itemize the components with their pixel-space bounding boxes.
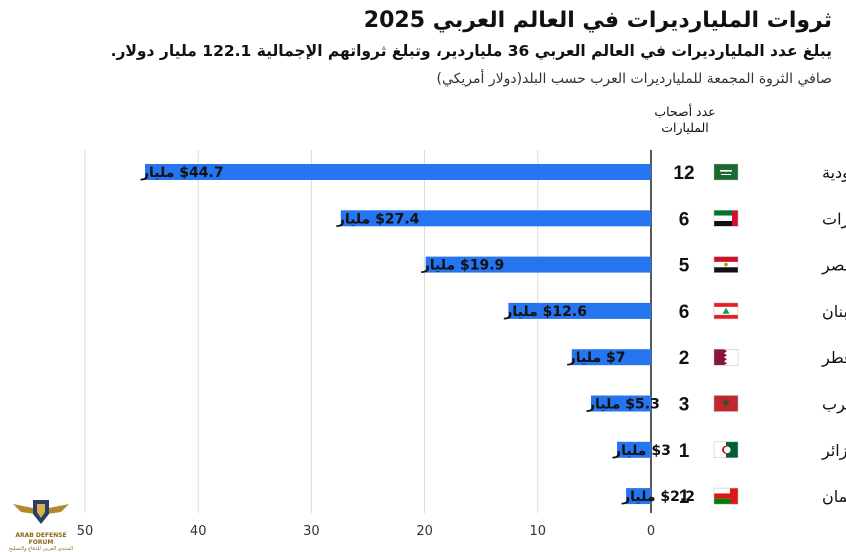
- bar: [425, 256, 651, 273]
- bar: [626, 488, 651, 505]
- logo-name: ARAB DEFENSE FORUM: [15, 532, 67, 546]
- lebanon-flag-icon: [713, 302, 739, 320]
- billionaire-count: 1: [679, 487, 690, 508]
- country-label: الإمارات: [822, 209, 846, 229]
- x-tick-label: 50: [77, 524, 94, 539]
- billionaire-count: 5: [679, 256, 690, 277]
- bar: [571, 349, 651, 366]
- billionaire-count: 2: [679, 348, 690, 369]
- billionaire-count: 3: [679, 395, 690, 416]
- x-tick-label: 10: [530, 524, 547, 539]
- oman-flag-icon: [713, 487, 739, 505]
- bar: [617, 441, 651, 458]
- chart-subtitle: يبلغ عدد المليارديرات في العالم العربي 3…: [110, 42, 832, 60]
- bar-value-label: $27.4 مليار: [336, 211, 420, 227]
- bar: [591, 395, 651, 412]
- country-label: السعودية: [822, 163, 846, 183]
- bar-value-label: $7 مليار: [567, 350, 626, 366]
- bar-value-label: $5.3 مليار: [586, 397, 660, 413]
- egypt-flag-icon: [713, 256, 739, 273]
- morocco-flag-icon: [713, 395, 739, 412]
- billionaire-count: 12: [673, 163, 694, 184]
- bar-value-label: $44.7 مليار: [140, 165, 224, 181]
- bar: [340, 210, 651, 227]
- country-label: لبنان: [822, 302, 846, 321]
- country-label: الجزائر: [821, 441, 846, 461]
- qatar-flag-icon: [713, 348, 739, 366]
- eagle-shield-icon: [13, 500, 69, 524]
- country-label: المغرب: [822, 395, 846, 415]
- count-column-header: عدد أصحاب المليارات: [654, 104, 716, 135]
- chart-header: ثروات المليارديرات في العالم العربي 2025…: [12, 6, 832, 90]
- bar-value-label: $19.9 مليار: [421, 258, 505, 274]
- country-label: سلطنة عُمان: [822, 487, 846, 506]
- bar: [508, 302, 651, 319]
- chart-title: ثروات المليارديرات في العالم العربي 2025: [363, 8, 832, 33]
- country-label: مصر: [821, 256, 846, 276]
- uae-flag-icon: [713, 210, 739, 227]
- bar-value-label: $2.2 مليار: [621, 489, 695, 505]
- x-tick-label: 30: [303, 524, 320, 539]
- logo-tagline: المنتدى العربي للدفاع والتسليح: [8, 546, 74, 552]
- x-tick-label: 0: [647, 524, 655, 539]
- bar-value-label: $12.6 مليار: [503, 304, 587, 320]
- x-tick-label: 40: [190, 524, 207, 539]
- country-label: قطر: [821, 348, 846, 368]
- billionaire-count: 6: [679, 302, 690, 323]
- bar: [144, 164, 651, 180]
- algeria-flag-icon: [713, 441, 739, 459]
- publisher-logo: ARAB DEFENSE FORUM المنتدى العربي للدفاع…: [4, 494, 78, 552]
- billionaire-count: 1: [679, 441, 690, 462]
- chart-description: صافي الثروة المجمعة للمليارديرات العرب ح…: [436, 71, 832, 87]
- billionaire-count: 6: [679, 209, 690, 230]
- bar-value-label: $3 مليار: [612, 443, 671, 459]
- x-tick-label: 20: [416, 524, 433, 539]
- saudi-flag-icon: [713, 163, 739, 181]
